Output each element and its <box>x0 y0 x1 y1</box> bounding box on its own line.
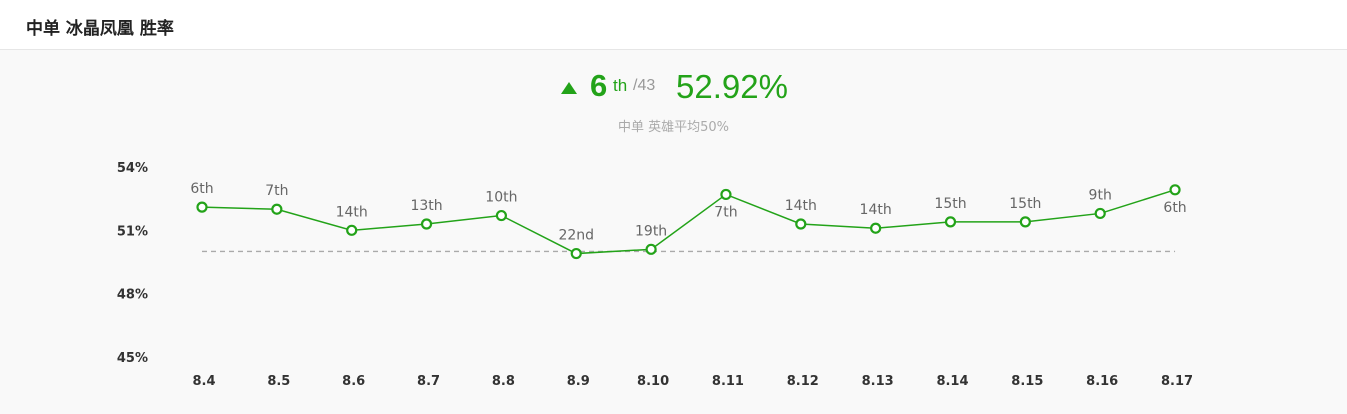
data-label: 6th <box>190 181 213 197</box>
data-label: 19th <box>635 223 667 239</box>
x-tick-label: 8.4 <box>192 374 215 389</box>
x-tick-label: 8.5 <box>267 374 290 389</box>
data-label: 15th <box>1009 196 1041 212</box>
winrate-value: 52.92% <box>676 68 788 105</box>
data-point <box>1019 216 1031 228</box>
rank-number: 6 <box>590 68 608 103</box>
rank-suffix: th <box>613 76 628 95</box>
data-point <box>420 218 433 230</box>
data-point <box>346 224 358 236</box>
data-label: 22nd <box>558 228 594 244</box>
data-point <box>271 203 283 215</box>
y-tick-label: 51% <box>117 224 148 239</box>
data-label: 10th <box>485 190 517 206</box>
data-label: 15th <box>934 196 966 212</box>
average-caption: 中单 英雄平均50% <box>617 120 730 135</box>
data-label: 6th <box>1163 200 1186 216</box>
data-label: 14th <box>336 204 368 220</box>
data-point <box>570 247 582 260</box>
x-tick-label: 8.16 <box>1086 374 1118 389</box>
x-tick-label: 8.11 <box>712 374 744 389</box>
y-tick-label: 54% <box>117 161 148 176</box>
x-tick-label: 8.12 <box>787 374 819 389</box>
triangle-up-icon <box>561 82 577 94</box>
data-point <box>645 243 657 255</box>
y-tick-label: 45% <box>117 351 148 366</box>
data-point <box>1094 207 1106 220</box>
x-tick-label: 8.15 <box>1011 374 1043 389</box>
y-tick-label: 48% <box>117 288 148 303</box>
data-point <box>1169 184 1181 196</box>
data-label: 14th <box>860 202 892 218</box>
data-point <box>944 216 957 228</box>
data-point <box>795 218 807 230</box>
x-tick-label: 8.9 <box>567 374 590 389</box>
data-label: 9th <box>1089 187 1112 203</box>
data-point <box>495 209 507 222</box>
x-tick-label: 8.13 <box>862 374 894 389</box>
data-point <box>196 201 208 213</box>
data-label: 7th <box>265 183 288 199</box>
x-tick-label: 8.14 <box>936 374 968 389</box>
data-label: 14th <box>785 198 817 214</box>
x-tick-label: 8.6 <box>342 374 365 389</box>
data-label: 13th <box>410 198 442 214</box>
x-tick-label: 8.8 <box>492 374 515 389</box>
page-title: 中单 冰晶凤凰 胜率 <box>26 19 174 39</box>
winrate-series-line <box>201 189 1176 255</box>
data-point <box>720 188 732 201</box>
rank-total: /43 <box>633 77 656 94</box>
winrate-summary: 6 th /43 52.92% <box>0 66 1347 110</box>
data-label: 7th <box>714 204 737 220</box>
x-tick-label: 8.10 <box>637 374 669 389</box>
data-point <box>870 222 882 234</box>
x-tick-label: 8.17 <box>1161 374 1193 389</box>
page-header: 中单 冰晶凤凰 胜率 <box>0 0 1347 50</box>
x-tick-label: 8.7 <box>417 374 440 389</box>
